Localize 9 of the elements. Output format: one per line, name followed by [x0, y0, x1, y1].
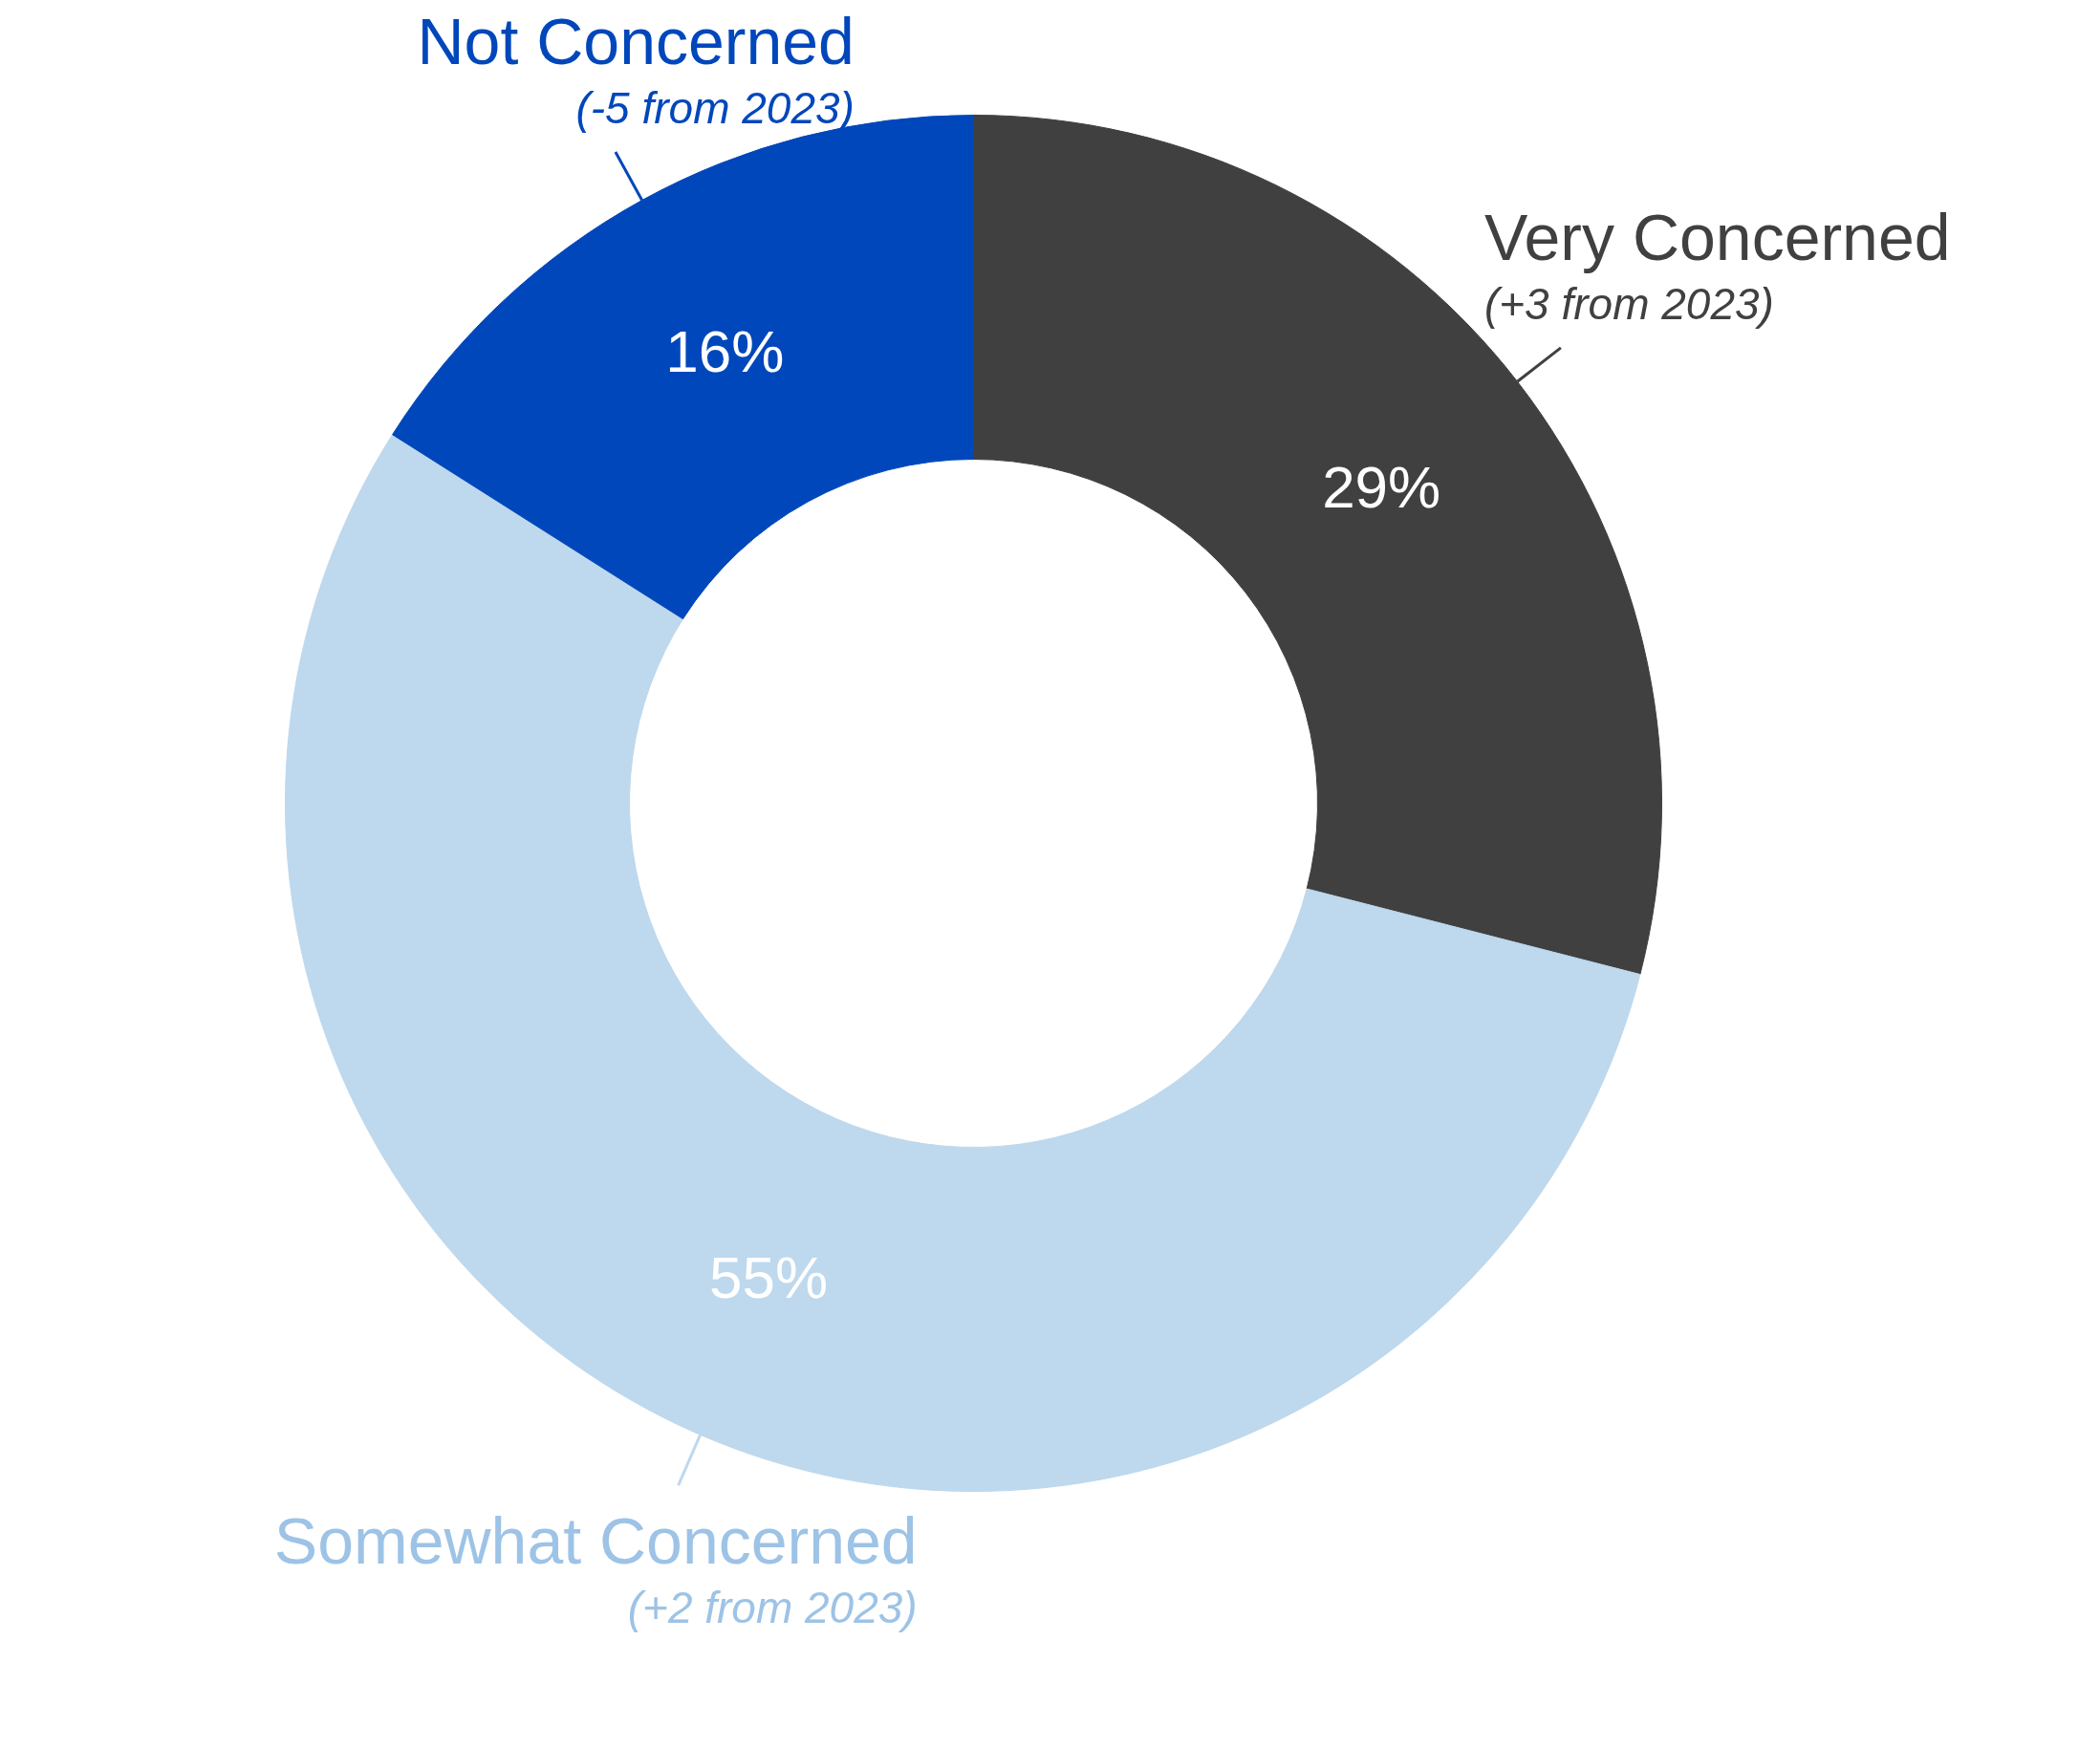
- slice-label: Very Concerned: [1483, 200, 1951, 273]
- slice-label: Not Concerned: [417, 5, 855, 78]
- slice-label: Somewhat Concerned: [273, 1504, 918, 1578]
- text: (-5 from 2023): [575, 83, 855, 134]
- data-label: 55%: [708, 1243, 829, 1310]
- text: (+2 from 2023): [627, 1583, 918, 1633]
- data-label: 16%: [665, 317, 785, 384]
- text: (+3 from 2023): [1483, 278, 1774, 329]
- data-label: 29%: [1322, 454, 1441, 521]
